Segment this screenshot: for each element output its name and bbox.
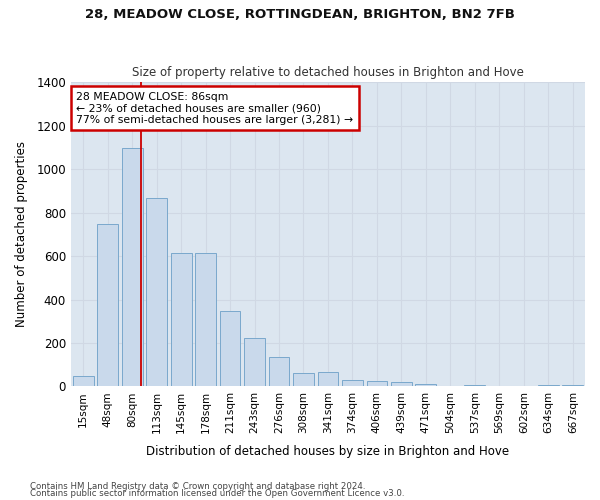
Text: Contains HM Land Registry data © Crown copyright and database right 2024.: Contains HM Land Registry data © Crown c… [30, 482, 365, 491]
Bar [170, 253, 191, 386]
Bar [244, 338, 265, 386]
Bar [342, 380, 363, 386]
Bar [269, 357, 289, 386]
Y-axis label: Number of detached properties: Number of detached properties [15, 142, 28, 328]
Bar [146, 198, 167, 386]
Bar [122, 148, 143, 386]
Bar [220, 312, 241, 386]
Bar [367, 381, 388, 386]
Title: Size of property relative to detached houses in Brighton and Hove: Size of property relative to detached ho… [132, 66, 524, 78]
Bar [538, 384, 559, 386]
Bar [317, 372, 338, 386]
Bar [195, 253, 216, 386]
Bar [73, 376, 94, 386]
Text: 28 MEADOW CLOSE: 86sqm
← 23% of detached houses are smaller (960)
77% of semi-de: 28 MEADOW CLOSE: 86sqm ← 23% of detached… [76, 92, 353, 125]
Text: Contains public sector information licensed under the Open Government Licence v3: Contains public sector information licen… [30, 489, 404, 498]
Bar [562, 384, 583, 386]
X-axis label: Distribution of detached houses by size in Brighton and Hove: Distribution of detached houses by size … [146, 444, 509, 458]
Bar [293, 374, 314, 386]
Text: 28, MEADOW CLOSE, ROTTINGDEAN, BRIGHTON, BN2 7FB: 28, MEADOW CLOSE, ROTTINGDEAN, BRIGHTON,… [85, 8, 515, 20]
Bar [391, 382, 412, 386]
Bar [97, 224, 118, 386]
Bar [415, 384, 436, 386]
Bar [464, 384, 485, 386]
